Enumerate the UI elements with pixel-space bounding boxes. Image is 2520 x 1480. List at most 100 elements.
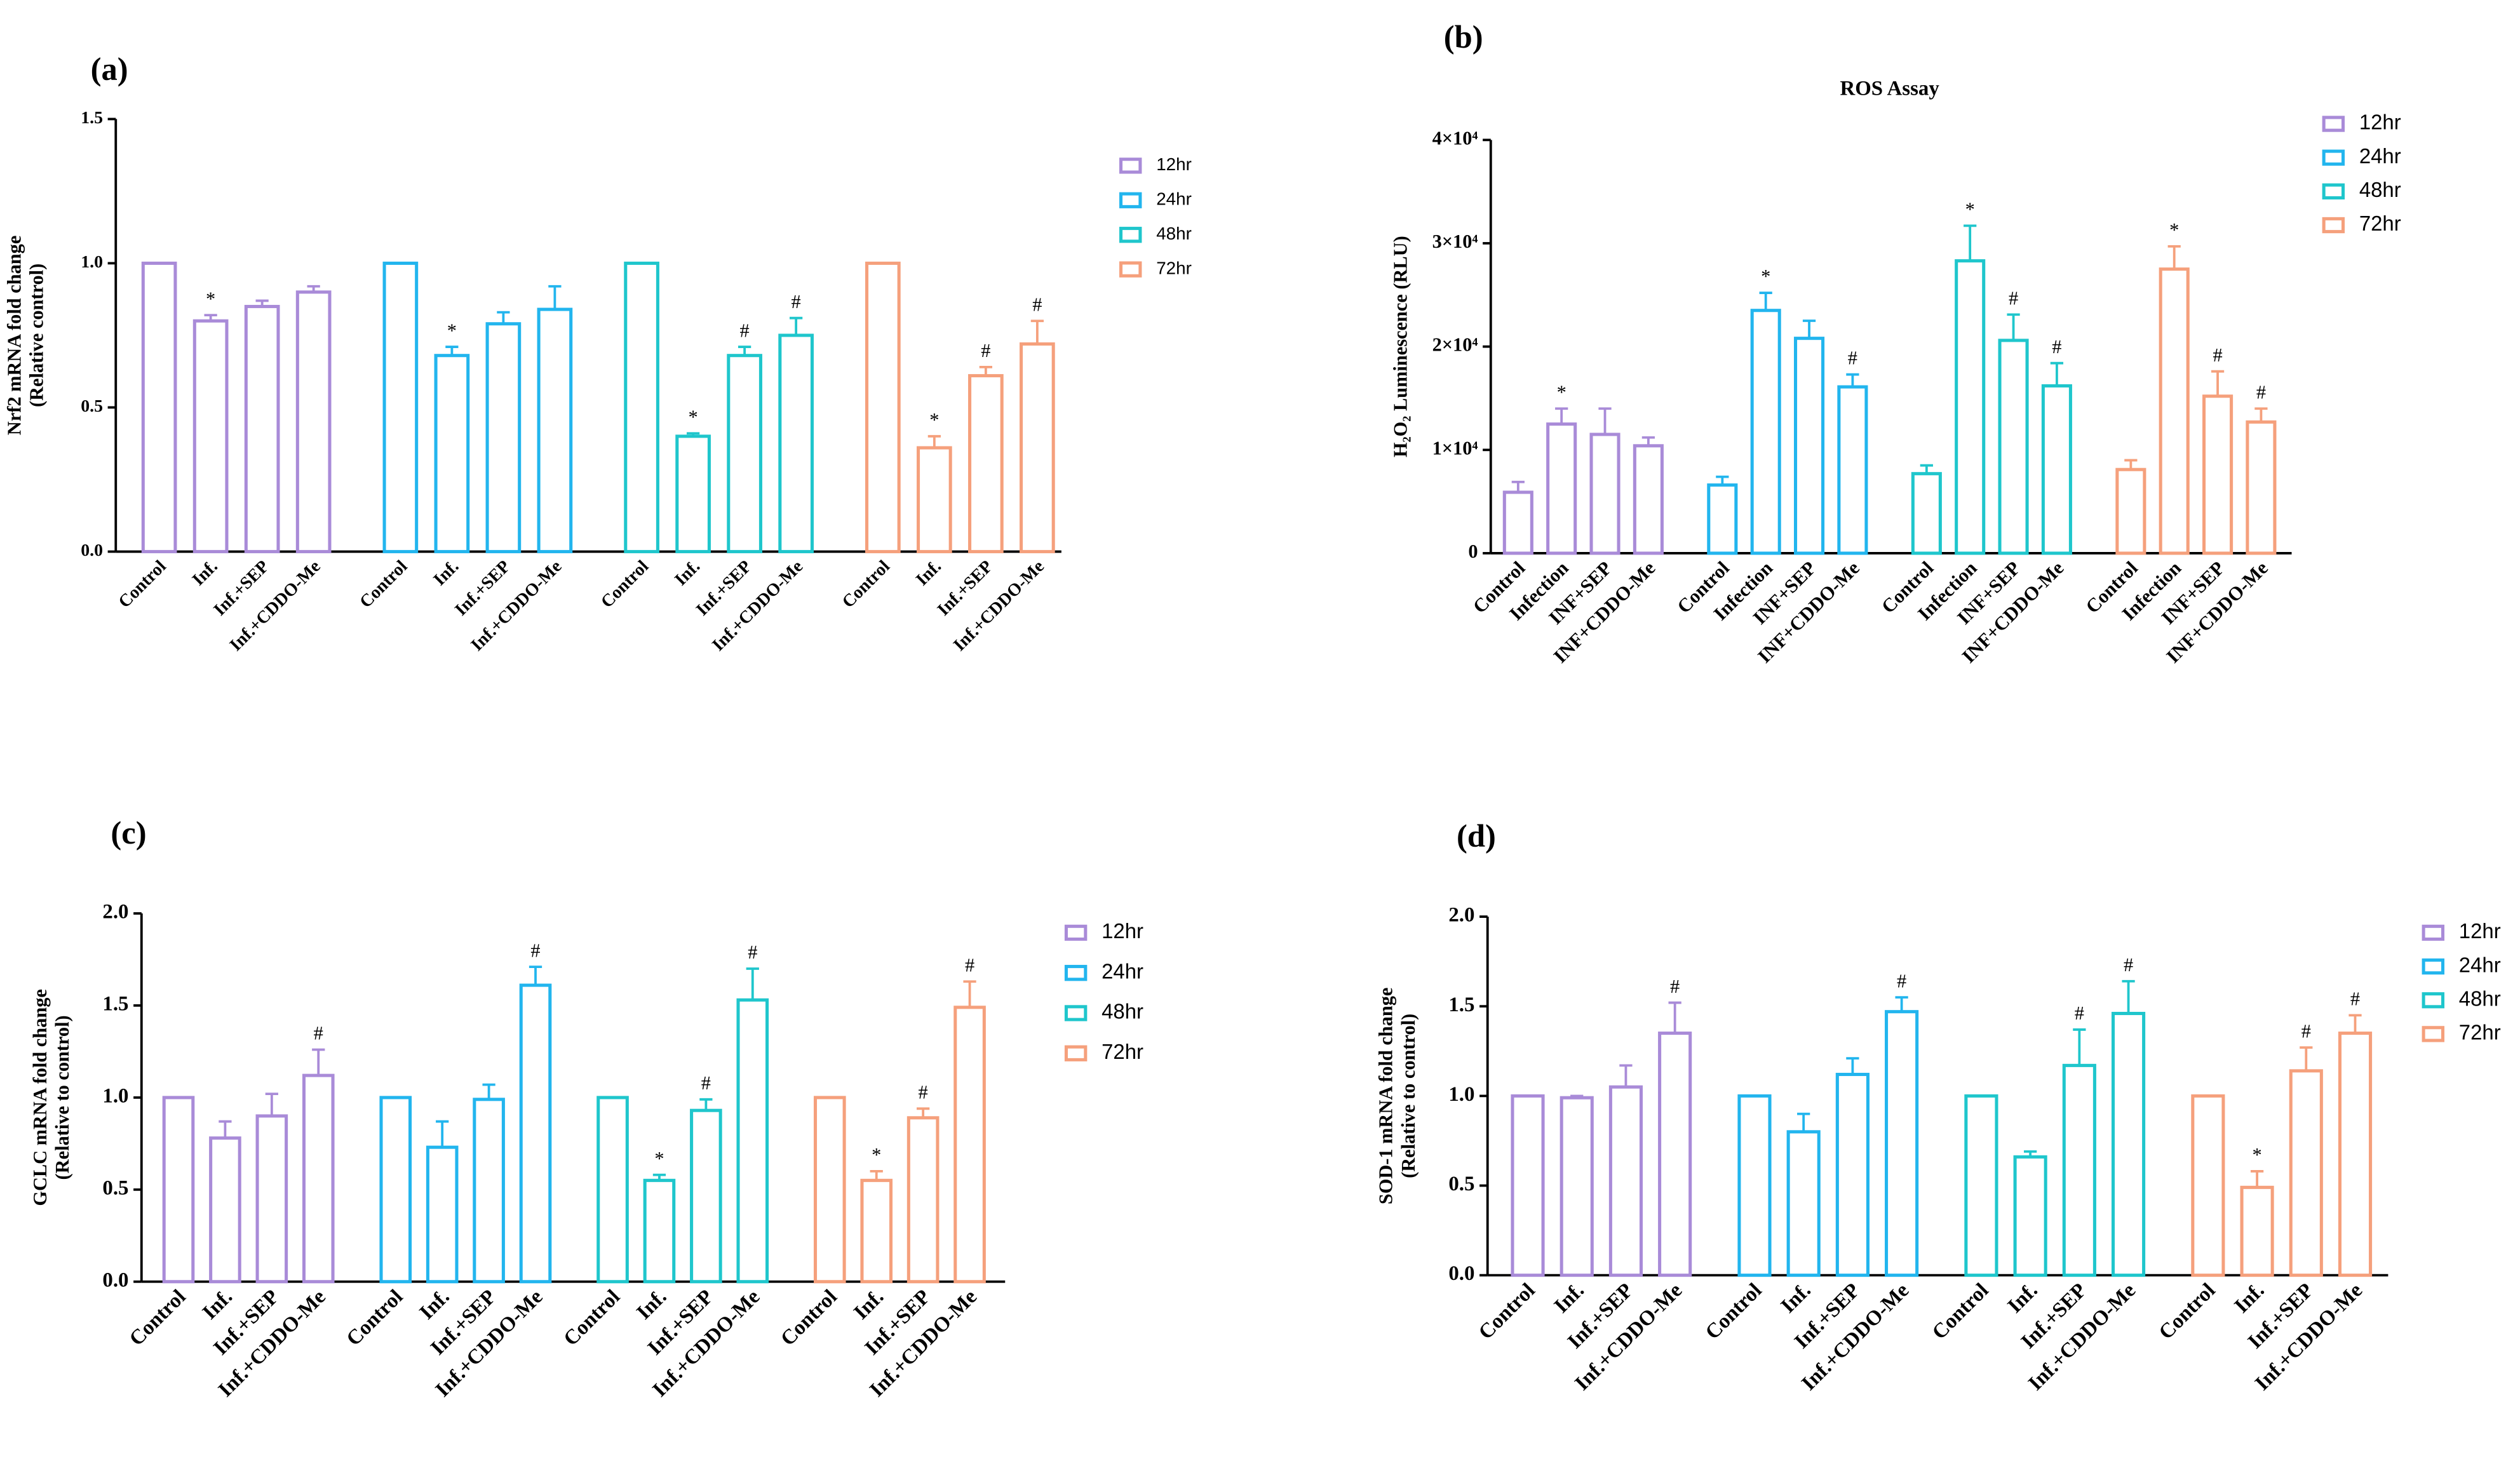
- error-bar: [2254, 407, 2268, 422]
- x-tick-label: Inf.: [671, 556, 704, 589]
- legend-swatch: [1064, 924, 1088, 941]
- x-tick-label: Control: [776, 1286, 842, 1351]
- y-tick-label: 0.5: [81, 396, 103, 416]
- error-bar: [2348, 1014, 2362, 1033]
- bar: [675, 434, 711, 553]
- error-bar: [652, 1173, 666, 1181]
- y-tick-label: 2.0: [102, 901, 128, 924]
- error-bar: [548, 285, 562, 310]
- error-bar: [1759, 292, 1772, 311]
- x-tick-label: Control: [125, 1286, 191, 1351]
- error-bar: [497, 311, 510, 324]
- bar: [1658, 1032, 1692, 1277]
- y-tick-label: 0.0: [81, 541, 103, 560]
- bar: [2159, 267, 2190, 555]
- legend-swatch: [2322, 217, 2345, 234]
- bar: [1955, 259, 1986, 555]
- error-bar: [927, 434, 941, 448]
- significance-mark: *: [872, 1144, 881, 1166]
- error-bar: [1802, 320, 1816, 339]
- legend-label: 72hr: [2459, 1021, 2501, 1044]
- significance-mark: *: [206, 288, 215, 309]
- error-bar: [2122, 979, 2135, 1014]
- x-tick-label: Inf.+CDDO-Me: [708, 556, 807, 655]
- significance-mark: #: [1032, 293, 1042, 315]
- error-bar: [963, 980, 976, 1007]
- y-axis-label: Nrf2 mRNA fold change: [3, 236, 25, 436]
- bar: [1786, 1130, 1821, 1277]
- error-bar: [1555, 407, 1568, 424]
- legend-swatch: [2422, 1026, 2445, 1042]
- significance-mark: *: [447, 320, 457, 341]
- bar: [519, 983, 552, 1284]
- error-bar: [265, 1093, 278, 1116]
- legend-swatch: [1119, 227, 1142, 243]
- y-tick-label: 4×10⁴: [1432, 127, 1478, 149]
- legend-swatch: [1064, 965, 1088, 981]
- bar: [426, 1145, 459, 1284]
- bar: [1885, 1010, 1919, 1277]
- error-bar: [2024, 1150, 2037, 1157]
- x-tick-label: Control: [597, 556, 652, 612]
- bar: [141, 261, 177, 553]
- y-tick-label: 2.0: [1448, 904, 1474, 927]
- bar: [2013, 1155, 2047, 1277]
- legend-swatch: [2422, 992, 2445, 1009]
- bar: [1911, 472, 1942, 555]
- legend-label: 48hr: [1156, 224, 1192, 243]
- error-bar: [790, 316, 803, 335]
- bar: [485, 322, 522, 553]
- bar: [690, 1108, 722, 1284]
- error-bar: [1846, 1057, 1859, 1075]
- significance-mark: *: [1557, 381, 1567, 403]
- significance-mark: #: [965, 954, 974, 976]
- y-axis-label: SOD-1 mRNA fold change: [1375, 988, 1397, 1205]
- significance-mark: #: [701, 1072, 711, 1094]
- x-tick-label: Control: [1928, 1279, 1993, 1344]
- error-bar: [1641, 436, 1655, 446]
- error-bar: [870, 1169, 883, 1181]
- x-tick-label: Inf.: [429, 556, 462, 589]
- y-tick-label: 0.0: [1448, 1262, 1474, 1285]
- bar: [2289, 1069, 2323, 1277]
- bar: [968, 373, 1004, 553]
- bar: [379, 1096, 412, 1284]
- y-tick-label: 3×10⁴: [1432, 231, 1478, 252]
- x-tick-label: Inf.: [2004, 1279, 2042, 1317]
- error-bar: [738, 346, 751, 356]
- bar: [727, 354, 762, 553]
- y-tick-label: 0.5: [102, 1176, 128, 1199]
- bar: [2202, 394, 2234, 555]
- error-bar: [1846, 373, 1859, 387]
- x-tick-label: Inf.+CDDO-Me: [467, 556, 565, 655]
- bar: [778, 333, 814, 553]
- y-tick-label: 1.5: [102, 993, 128, 1016]
- legend-label: 48hr: [2359, 178, 2401, 201]
- legend-swatch: [2322, 116, 2345, 132]
- error-bar: [2250, 1170, 2264, 1188]
- significance-mark: #: [981, 340, 990, 361]
- y-axis-label: (Relative to control): [1398, 1014, 1419, 1178]
- error-bar: [307, 285, 320, 292]
- legend-swatch: [2322, 149, 2345, 166]
- bar: [1750, 309, 1781, 555]
- bar: [596, 1096, 629, 1284]
- legend-label: 72hr: [2359, 212, 2401, 235]
- bar: [537, 307, 573, 553]
- bar: [244, 304, 280, 553]
- significance-mark: #: [2009, 287, 2018, 309]
- y-axis-label: (Relative to control): [51, 1015, 73, 1180]
- legend-swatch: [2322, 183, 2345, 200]
- y-tick-label: 1×10⁴: [1432, 437, 1478, 459]
- significance-mark: *: [1965, 199, 1975, 220]
- x-tick-label: Inf.: [1777, 1279, 1816, 1317]
- bar: [2338, 1032, 2373, 1277]
- x-tick-label: Inf.: [1550, 1279, 1589, 1317]
- significance-mark: #: [2075, 1002, 2084, 1024]
- legend-label: 12hr: [2359, 111, 2401, 134]
- bar: [2191, 1094, 2225, 1277]
- bar: [1737, 1094, 1772, 1277]
- significance-mark: #: [2256, 381, 2266, 403]
- legend-swatch: [2422, 924, 2445, 941]
